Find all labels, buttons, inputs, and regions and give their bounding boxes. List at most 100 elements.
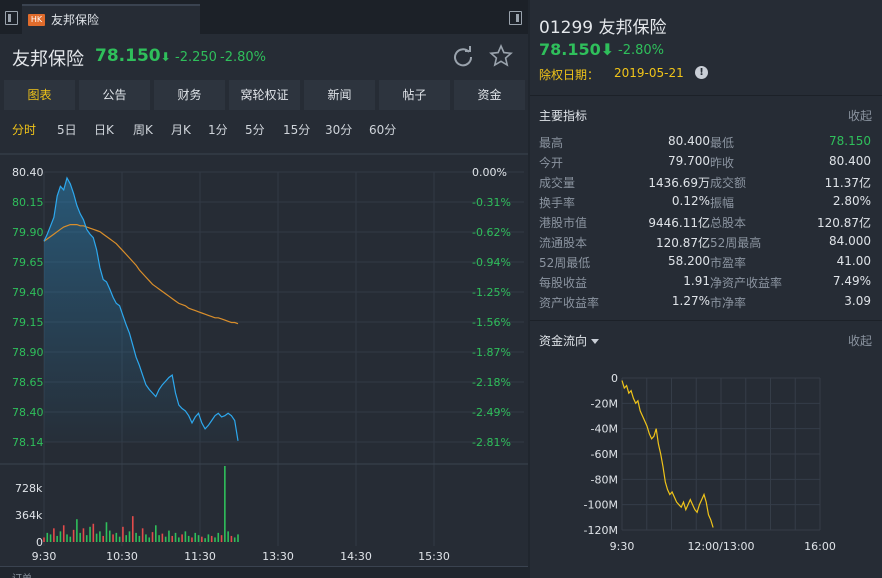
metric-label: 振幅 (710, 196, 735, 210)
volume-bar (76, 519, 78, 542)
capital-flow-dropdown[interactable]: 资金流向 (539, 332, 600, 349)
metrics-row: 流通股本 120.87亿 52周最高 84.000 (539, 232, 871, 252)
y-tick-label: 79.15 (12, 316, 44, 329)
metrics-row: 成交量 1436.69万 成交额 11.37亿 (539, 172, 871, 192)
volume-bar (125, 535, 128, 542)
tab-stock[interactable]: HK 友邦保险 (22, 4, 200, 34)
volume-bar (53, 528, 55, 542)
subtab-3[interactable]: 窝轮权证 (229, 80, 300, 110)
volume-bar (131, 516, 134, 542)
volume-bar (148, 537, 151, 542)
volume-bar (79, 532, 81, 542)
y-tick-label: 80.15 (12, 196, 44, 209)
metrics-row: 换手率 0.12% 振幅 2.80% (539, 192, 871, 212)
period-9[interactable]: 60分 (369, 123, 397, 137)
flow-y-tick-label: -100M (584, 499, 618, 512)
average-price-line (43, 223, 239, 325)
subtab-4[interactable]: 新闻 (304, 80, 375, 110)
collapse-flow-link[interactable]: 收起 (847, 334, 872, 348)
metric-value: 41.00 (836, 254, 871, 268)
volume-bar (154, 525, 157, 542)
collapse-indicators-link[interactable]: 收起 (847, 109, 872, 123)
tab-bar: HK 友邦保险 (0, 0, 528, 34)
y-tick-label: 79.40 (12, 286, 44, 299)
volume-bar (92, 523, 95, 542)
period-0[interactable]: 分时 (12, 123, 37, 137)
volume-tick-label: 0 (36, 536, 43, 549)
period-8[interactable]: 30分 (325, 123, 353, 137)
x-tick-label: 9:30 (32, 550, 57, 563)
subtab-0[interactable]: 图表 (4, 80, 75, 110)
metric-value: 120.87亿 (817, 216, 871, 230)
volume-bar (85, 535, 88, 542)
volume-bar (138, 535, 141, 542)
flow-line (621, 380, 714, 528)
y-tick-label: 78.90 (12, 346, 44, 359)
period-tabs: 分时 5日 日K 周K 月K 1分 5分 15分 30分 60分 (12, 121, 409, 139)
panel-toggle-icon[interactable] (5, 11, 18, 25)
hk-market-badge: HK (28, 14, 45, 26)
x-tick-label: 15:30 (418, 550, 450, 563)
stock-code-name: 01299 友邦保险 (539, 18, 667, 38)
metric-value: 79.700 (668, 154, 710, 168)
intraday-chart[interactable]: 80.40 0.00% 80.15 -0.31% 79.90 -0.62% 79.65 -0.… (0, 146, 528, 566)
period-1[interactable]: 5日 (57, 123, 77, 137)
quote-panel: HK 友邦保险 友邦保险 78.150⬇ -2.250 -2.80% 图表 公告财… (0, 0, 528, 578)
subtab-2[interactable]: 财务 (154, 80, 225, 110)
price-line (43, 176, 239, 441)
y-tick-label: 78.14 (12, 436, 44, 449)
flow-x-tick-label: 9:30 (610, 540, 635, 553)
period-4[interactable]: 月K (171, 123, 191, 137)
period-2[interactable]: 日K (94, 123, 114, 137)
metric-label: 最高 (539, 136, 564, 150)
metrics-row: 52周最低 58.200 市盈率 41.00 (539, 252, 871, 272)
volume-bar (56, 535, 58, 542)
detail-change-percent: -2.80% (618, 43, 664, 58)
orders-label[interactable]: 订单 (12, 570, 32, 578)
volume-bar (62, 525, 65, 542)
x-tick-label: 14:30 (340, 550, 372, 563)
flow-y-tick-label: -20M (591, 397, 618, 410)
x-tick-label: 11:30 (184, 550, 216, 563)
metric-label: 市盈率 (710, 256, 747, 270)
volume-bar (207, 534, 210, 542)
stock-name: 友邦保险 (12, 49, 84, 70)
metric-value: 1.91 (683, 274, 710, 288)
metric-label: 52周最低 (539, 256, 591, 270)
y-tick-label: 78.65 (12, 376, 44, 389)
period-7[interactable]: 15分 (283, 123, 311, 137)
panel-toggle-icon[interactable] (509, 11, 522, 25)
pct-tick-label: -1.56% (472, 316, 511, 329)
metric-label: 每股收益 (539, 276, 588, 290)
info-icon[interactable]: ! (695, 66, 708, 79)
period-6[interactable]: 5分 (245, 123, 265, 137)
volume-bar (161, 533, 164, 542)
metrics-row: 最高 80.400 最低 78.150 (539, 132, 871, 152)
period-3[interactable]: 周K (133, 123, 153, 137)
metrics-grid: 最高 80.400 最低 78.150 今开 79.700 昨收 80.400 成交量 1436.… (539, 132, 871, 312)
volume-bar (49, 534, 52, 542)
metric-label: 最低 (710, 136, 735, 150)
volume-bar (191, 537, 193, 542)
caret-down-icon (591, 339, 600, 344)
volume-bar (194, 532, 197, 542)
metric-label: 市净率 (710, 296, 747, 310)
volume-bar (112, 534, 114, 542)
volume-bar (108, 530, 111, 542)
refresh-icon[interactable] (452, 45, 474, 67)
subtab-1[interactable]: 公告 (79, 80, 150, 110)
metric-label: 净资产收益率 (710, 276, 783, 290)
volume-bar (72, 529, 75, 542)
period-5[interactable]: 1分 (208, 123, 228, 137)
volume-bar (187, 535, 190, 542)
metric-value: 120.87亿 (656, 236, 710, 250)
flow-y-tick-label: -80M (591, 473, 618, 486)
star-icon[interactable] (489, 44, 513, 68)
pct-tick-label: -0.31% (472, 196, 511, 209)
subtab-6[interactable]: 资金 (454, 80, 525, 110)
flow-x-tick-label: 16:00 (804, 540, 836, 553)
metric-label: 换手率 (539, 196, 576, 210)
price-change: -2.250 (175, 50, 217, 65)
flow-x-tick-label: 12:00/13:00 (687, 540, 754, 553)
subtab-5[interactable]: 帖子 (379, 80, 450, 110)
